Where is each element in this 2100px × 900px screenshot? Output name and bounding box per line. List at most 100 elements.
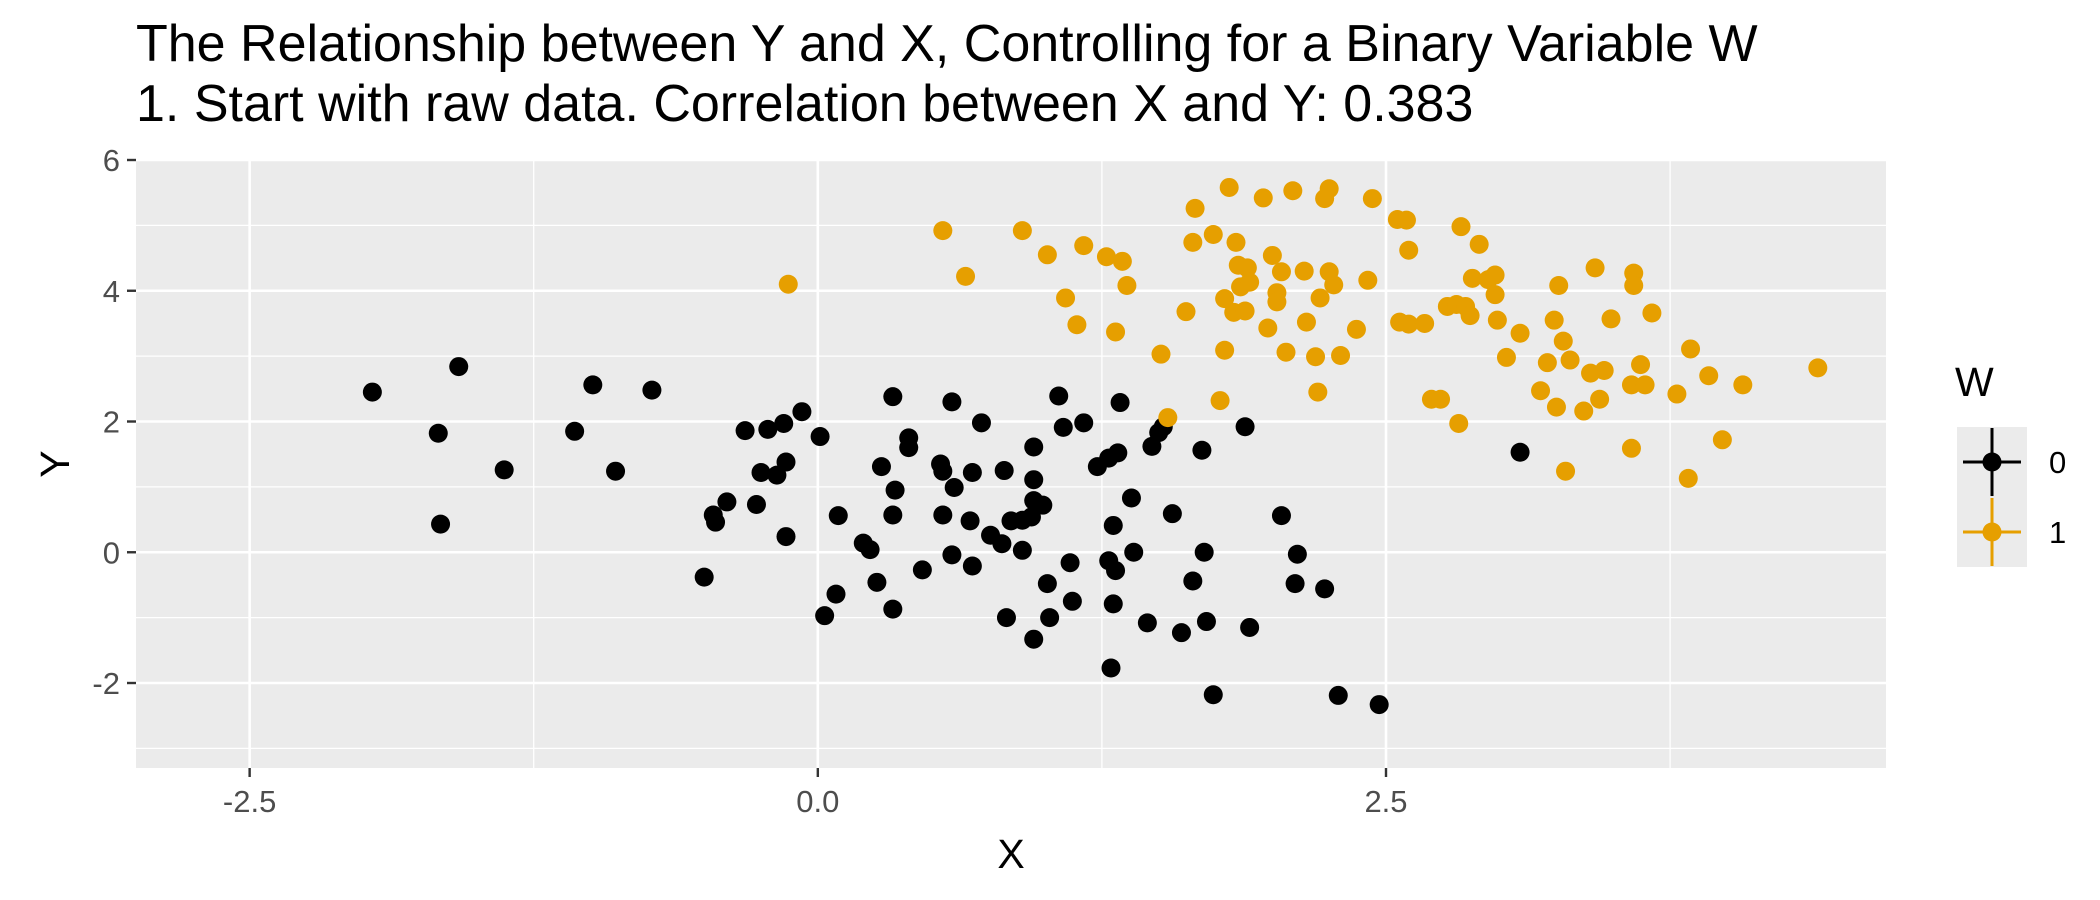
y-tick-label: 6 bbox=[103, 143, 120, 178]
data-point-w1 bbox=[1544, 310, 1564, 330]
legend-label: 1 bbox=[2049, 515, 2066, 550]
data-point-w1 bbox=[1240, 272, 1260, 292]
data-point-w0 bbox=[1024, 437, 1044, 457]
data-point-w0 bbox=[1183, 571, 1203, 591]
data-point-w0 bbox=[971, 413, 991, 433]
data-point-w0 bbox=[1012, 540, 1032, 560]
data-point-w1 bbox=[1331, 345, 1351, 365]
data-point-w0 bbox=[883, 387, 903, 407]
data-point-w0 bbox=[1137, 613, 1157, 633]
data-point-w0 bbox=[1124, 542, 1144, 562]
data-point-w1 bbox=[1112, 251, 1132, 271]
data-point-w1 bbox=[1158, 408, 1178, 428]
data-point-w0 bbox=[1106, 561, 1126, 581]
data-point-w0 bbox=[1271, 506, 1291, 526]
data-point-w0 bbox=[1287, 544, 1307, 564]
data-point-w0 bbox=[1021, 507, 1041, 527]
data-point-w0 bbox=[565, 421, 585, 441]
data-point-w0 bbox=[1235, 417, 1255, 437]
data-point-w1 bbox=[1546, 397, 1566, 417]
data-point-w1 bbox=[1283, 181, 1303, 201]
data-point-w1 bbox=[1183, 232, 1203, 252]
data-point-w1 bbox=[1624, 276, 1644, 296]
data-point-w1 bbox=[1462, 268, 1482, 288]
data-point-w1 bbox=[1106, 322, 1126, 342]
data-point-w1 bbox=[933, 221, 953, 241]
data-point-w0 bbox=[774, 413, 794, 433]
y-axis-title: Y bbox=[32, 450, 78, 477]
data-points bbox=[362, 177, 1828, 715]
data-point-w0 bbox=[1192, 440, 1212, 460]
x-axis-title: X bbox=[997, 831, 1024, 877]
data-point-w1 bbox=[1358, 270, 1378, 290]
data-point-w1 bbox=[1594, 361, 1614, 381]
data-point-w1 bbox=[778, 274, 798, 294]
data-point-w0 bbox=[717, 492, 737, 512]
data-point-w1 bbox=[1667, 384, 1687, 404]
data-point-w0 bbox=[828, 506, 848, 526]
data-point-w0 bbox=[867, 572, 887, 592]
data-point-w1 bbox=[1496, 347, 1516, 367]
data-point-w0 bbox=[942, 545, 962, 565]
data-point-w0 bbox=[871, 457, 891, 477]
grid-major bbox=[136, 158, 1886, 768]
legend-key-point bbox=[1982, 522, 2002, 542]
data-point-w1 bbox=[1056, 288, 1076, 308]
data-point-w0 bbox=[428, 423, 448, 443]
data-point-w0 bbox=[583, 375, 603, 395]
data-point-w1 bbox=[1096, 247, 1116, 267]
data-point-w0 bbox=[1171, 623, 1191, 643]
data-point-w0 bbox=[1196, 612, 1216, 632]
data-point-w1 bbox=[1560, 350, 1580, 370]
data-point-w0 bbox=[1037, 574, 1057, 594]
data-point-w1 bbox=[1346, 319, 1366, 339]
y-tick-label: -2 bbox=[92, 666, 120, 701]
data-point-w1 bbox=[1237, 258, 1257, 278]
data-point-w1 bbox=[1733, 375, 1753, 395]
data-point-w0 bbox=[992, 534, 1012, 554]
data-point-w0 bbox=[758, 419, 778, 439]
data-point-w0 bbox=[944, 478, 964, 498]
data-point-w0 bbox=[494, 460, 514, 480]
data-point-w1 bbox=[1262, 245, 1282, 265]
data-point-w1 bbox=[1267, 292, 1287, 312]
data-point-w0 bbox=[1110, 393, 1130, 413]
data-point-w0 bbox=[1074, 413, 1094, 433]
data-point-w1 bbox=[1399, 240, 1419, 260]
data-point-w0 bbox=[1053, 417, 1073, 437]
data-point-w1 bbox=[956, 266, 976, 286]
data-point-w1 bbox=[1067, 315, 1087, 335]
data-point-w0 bbox=[1049, 386, 1069, 406]
y-axis: -2 0 2 4 6 bbox=[92, 143, 136, 701]
data-point-w1 bbox=[1117, 276, 1137, 296]
data-point-w0 bbox=[1203, 685, 1223, 705]
data-point-w1 bbox=[1510, 323, 1530, 343]
data-point-w1 bbox=[1621, 375, 1641, 395]
data-point-w1 bbox=[1324, 275, 1344, 295]
data-point-w1 bbox=[1271, 262, 1291, 282]
data-point-w1 bbox=[1276, 342, 1296, 362]
data-point-w1 bbox=[1469, 234, 1489, 254]
data-point-w1 bbox=[1590, 389, 1610, 409]
data-point-w1 bbox=[1451, 217, 1471, 237]
data-point-w0 bbox=[960, 511, 980, 531]
data-point-w0 bbox=[706, 512, 726, 532]
data-point-w1 bbox=[1203, 225, 1223, 245]
data-point-w1 bbox=[1362, 189, 1382, 209]
data-point-w0 bbox=[1369, 695, 1389, 715]
data-point-w1 bbox=[1712, 430, 1732, 450]
data-point-w0 bbox=[362, 382, 382, 402]
x-tick-label: 2.5 bbox=[1364, 784, 1407, 819]
data-point-w0 bbox=[994, 461, 1014, 481]
data-point-w0 bbox=[431, 514, 451, 534]
data-point-w0 bbox=[1103, 594, 1123, 614]
data-point-w1 bbox=[1310, 288, 1330, 308]
data-point-w0 bbox=[1024, 470, 1044, 490]
data-point-w0 bbox=[1101, 658, 1121, 678]
data-point-w0 bbox=[1240, 617, 1260, 637]
data-point-w0 bbox=[962, 462, 982, 482]
data-point-w0 bbox=[996, 608, 1016, 628]
data-point-w1 bbox=[1808, 358, 1828, 378]
data-point-w1 bbox=[1485, 285, 1505, 305]
